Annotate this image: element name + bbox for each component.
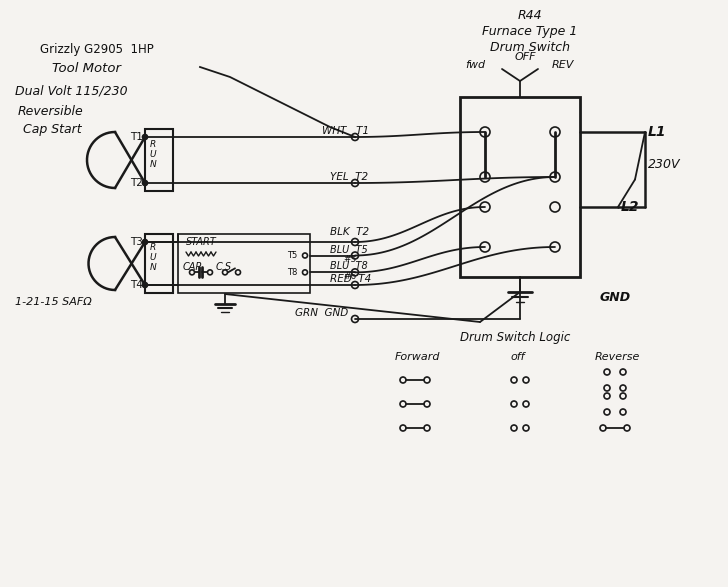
Text: off: off	[510, 352, 524, 362]
Text: START: START	[186, 237, 217, 247]
Text: Cap Start: Cap Start	[23, 123, 82, 136]
Text: YEL  T2: YEL T2	[330, 172, 368, 182]
Text: Furnace Type 1: Furnace Type 1	[483, 25, 578, 38]
Text: RED  T4: RED T4	[330, 274, 371, 284]
Text: Drum Switch Logic: Drum Switch Logic	[460, 330, 570, 343]
Text: 1-21-15 SAFΩ: 1-21-15 SAFΩ	[15, 297, 92, 307]
Text: CAP: CAP	[183, 262, 202, 272]
Text: T4: T4	[130, 280, 143, 290]
Text: U: U	[150, 150, 157, 158]
Text: N: N	[150, 160, 157, 168]
Bar	[145, 234, 173, 293]
Text: T5: T5	[287, 251, 297, 260]
Text: Tool Motor: Tool Motor	[52, 62, 121, 75]
Bar	[178, 234, 310, 293]
Text: R44: R44	[518, 8, 542, 22]
Text: fwd: fwd	[465, 60, 485, 70]
Text: #5: #5	[343, 255, 356, 264]
Text: N: N	[150, 262, 157, 272]
Circle shape	[143, 180, 148, 185]
Circle shape	[143, 134, 148, 140]
Circle shape	[143, 239, 148, 245]
Text: GRN  GND: GRN GND	[295, 308, 348, 318]
Text: U: U	[150, 252, 157, 261]
Text: Forward: Forward	[395, 352, 440, 362]
Text: WHT   T1: WHT T1	[322, 126, 369, 136]
Text: R: R	[150, 242, 156, 251]
Text: T3: T3	[130, 237, 143, 247]
Text: L2: L2	[621, 200, 639, 214]
Text: 230V: 230V	[648, 158, 681, 171]
Text: BLU  T5: BLU T5	[330, 245, 368, 255]
Text: #6: #6	[343, 272, 356, 281]
Text: R: R	[150, 140, 156, 149]
Bar	[145, 129, 173, 191]
Text: Drum Switch: Drum Switch	[490, 41, 570, 53]
Bar	[460, 97, 580, 277]
Text: T8: T8	[287, 268, 297, 277]
Text: Grizzly G2905  1HP: Grizzly G2905 1HP	[40, 42, 154, 56]
Text: GND: GND	[600, 291, 631, 303]
Text: REV: REV	[552, 60, 574, 70]
Text: T1: T1	[130, 132, 143, 142]
Text: BLK  T2: BLK T2	[330, 227, 369, 237]
Text: Reversible: Reversible	[18, 104, 84, 117]
Text: Reverse: Reverse	[595, 352, 641, 362]
Text: C.S.: C.S.	[216, 262, 235, 272]
Text: Dual Volt 115/230: Dual Volt 115/230	[15, 85, 127, 97]
Text: OFF: OFF	[515, 52, 537, 62]
Text: BLU  T8: BLU T8	[330, 261, 368, 271]
Circle shape	[143, 282, 148, 288]
Text: T2: T2	[130, 178, 143, 188]
Text: L1: L1	[648, 125, 667, 139]
